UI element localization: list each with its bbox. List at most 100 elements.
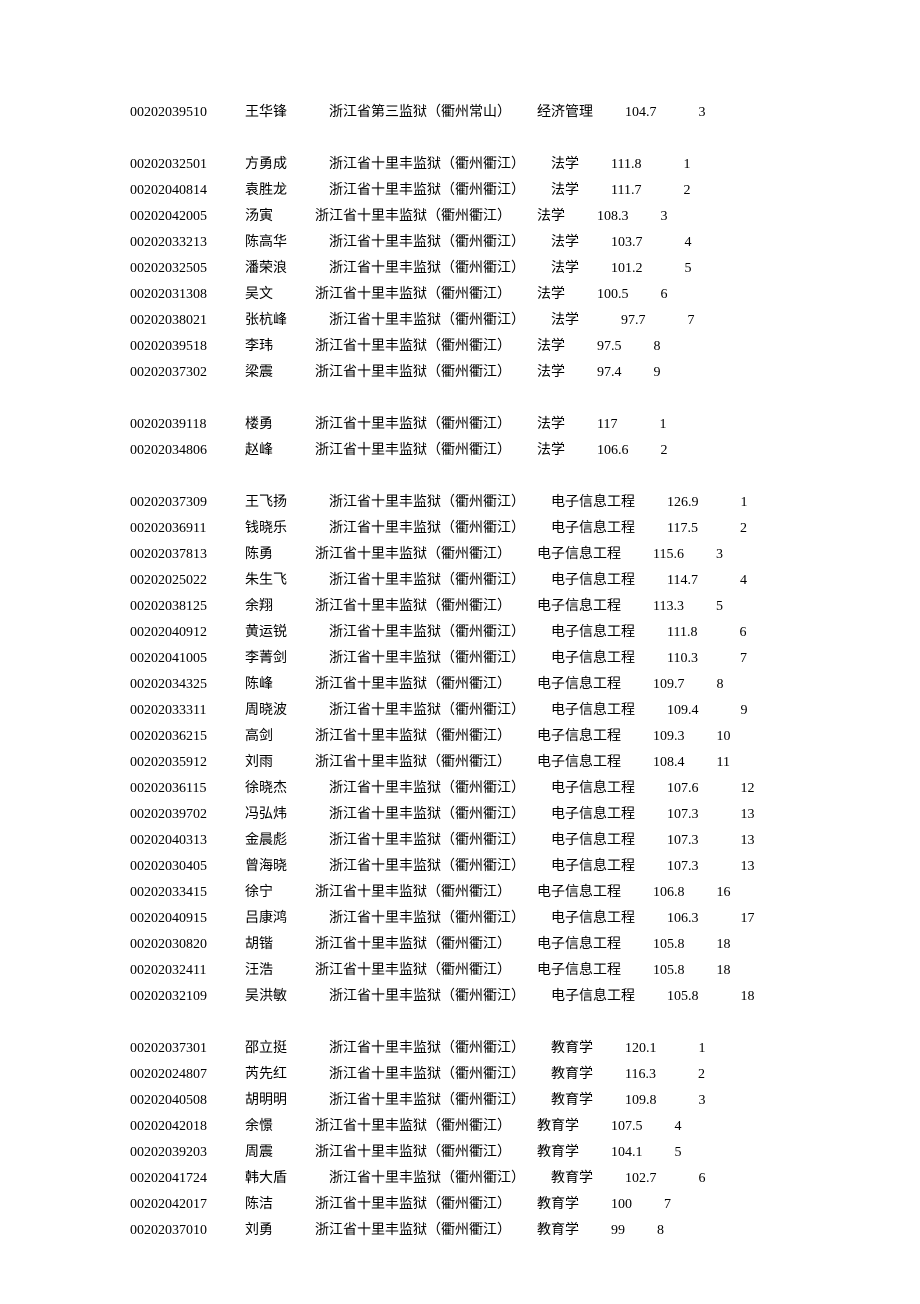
- rank: 18: [741, 989, 755, 1004]
- exam-id: 00202036115: [130, 776, 245, 802]
- rank: 5: [716, 599, 723, 614]
- score: 109.4: [667, 703, 699, 718]
- table-row: 00202039203周震浙江省十里丰监狱（衢州衢江）教育学104.15: [130, 1140, 790, 1166]
- major: 电子信息工程: [551, 703, 635, 718]
- table-row: 00202032411汪浩浙江省十里丰监狱（衢州衢江）电子信息工程105.818: [130, 958, 790, 984]
- table-row: 00202037301邵立挺浙江省十里丰监狱（衢州衢江）教育学120.11: [130, 1036, 790, 1062]
- block-separator: [130, 1010, 790, 1036]
- rank: 1: [683, 157, 690, 172]
- candidate-name: 刘雨: [245, 750, 315, 776]
- exam-id: 00202042017: [130, 1192, 245, 1218]
- candidate-name: 吴洪敏: [245, 984, 315, 1010]
- exam-id: 00202039118: [130, 412, 245, 438]
- rank: 11: [717, 755, 730, 770]
- candidate-name: 李菁剑: [245, 646, 315, 672]
- table-row: 00202033415徐宁浙江省十里丰监狱（衢州衢江）电子信息工程106.816: [130, 880, 790, 906]
- table-row: 00202035912刘雨浙江省十里丰监狱（衢州衢江）电子信息工程108.411: [130, 750, 790, 776]
- block-separator: [130, 386, 790, 412]
- table-row: 00202024807芮先红浙江省十里丰监狱（衢州衢江）教育学116.32: [130, 1062, 790, 1088]
- major: 电子信息工程: [551, 989, 635, 1004]
- unit-name: 浙江省十里丰监狱（衢州衢江）: [315, 256, 525, 282]
- major: 法学: [551, 261, 579, 276]
- unit-name: 浙江省十里丰监狱（衢州衢江）: [315, 958, 511, 984]
- table-row: 00202034806赵峰浙江省十里丰监狱（衢州衢江）法学106.62: [130, 438, 790, 464]
- rank: 4: [675, 1119, 682, 1134]
- table-row: 00202032109吴洪敏浙江省十里丰监狱（衢州衢江）电子信息工程105.81…: [130, 984, 790, 1010]
- score: 107.3: [667, 859, 699, 874]
- candidate-name: 陈高华: [245, 230, 315, 256]
- major: 教育学: [537, 1145, 579, 1160]
- unit-name: 浙江省十里丰监狱（衢州衢江）: [315, 204, 511, 230]
- score: 105.8: [653, 963, 685, 978]
- major: 电子信息工程: [537, 599, 621, 614]
- exam-id: 00202032411: [130, 958, 245, 984]
- table-row: 00202036911钱晓乐浙江省十里丰监狱（衢州衢江）电子信息工程117.52: [130, 516, 790, 542]
- unit-name: 浙江省十里丰监狱（衢州衢江）: [315, 178, 525, 204]
- tail-group: 法学108.33: [511, 204, 668, 230]
- rank: 4: [685, 235, 692, 250]
- candidate-name: 冯弘炜: [245, 802, 315, 828]
- tail-group: 法学100.56: [511, 282, 668, 308]
- candidate-name: 邵立挺: [245, 1036, 315, 1062]
- rank: 3: [699, 1093, 706, 1108]
- candidate-name: 朱生飞: [245, 568, 315, 594]
- exam-id: 00202036911: [130, 516, 245, 542]
- major: 教育学: [537, 1197, 579, 1212]
- major: 电子信息工程: [551, 521, 635, 536]
- tail-group: 法学97.49: [511, 360, 661, 386]
- exam-id: 00202040814: [130, 178, 245, 204]
- rank: 2: [661, 443, 668, 458]
- unit-name: 浙江省十里丰监狱（衢州衢江）: [315, 282, 511, 308]
- score: 110.3: [667, 651, 698, 666]
- unit-name: 浙江省十里丰监狱（衢州衢江）: [315, 1166, 525, 1192]
- exam-id: 00202030820: [130, 932, 245, 958]
- table-row: 00202031308吴文浙江省十里丰监狱（衢州衢江）法学100.56: [130, 282, 790, 308]
- candidate-name: 金晨彪: [245, 828, 315, 854]
- table-row: 00202040912黄运锐浙江省十里丰监狱（衢州衢江）电子信息工程111.86: [130, 620, 790, 646]
- rank: 1: [699, 1041, 706, 1056]
- table-row: 00202033311周晓波浙江省十里丰监狱（衢州衢江）电子信息工程109.49: [130, 698, 790, 724]
- tail-group: 经济管理104.73: [511, 100, 706, 126]
- exam-id: 00202037301: [130, 1036, 245, 1062]
- candidate-name: 余憬: [245, 1114, 315, 1140]
- rank: 13: [741, 833, 755, 848]
- table-row: 00202041724韩大盾浙江省十里丰监狱（衢州衢江）教育学102.76: [130, 1166, 790, 1192]
- score: 106.3: [667, 911, 699, 926]
- tail-group: 法学103.74: [525, 230, 692, 256]
- exam-id: 00202039203: [130, 1140, 245, 1166]
- rank: 5: [685, 261, 692, 276]
- unit-name: 浙江省十里丰监狱（衢州衢江）: [315, 698, 525, 724]
- score: 100: [611, 1197, 632, 1212]
- score: 109.8: [625, 1093, 657, 1108]
- major: 经济管理: [537, 105, 593, 120]
- exam-id: 00202039518: [130, 334, 245, 360]
- unit-name: 浙江省十里丰监狱（衢州衢江）: [315, 230, 525, 256]
- unit-name: 浙江省十里丰监狱（衢州衢江）: [315, 932, 511, 958]
- table-row: 00202036115徐晓杰浙江省十里丰监狱（衢州衢江）电子信息工程107.61…: [130, 776, 790, 802]
- table-row: 00202040508胡明明浙江省十里丰监狱（衢州衢江）教育学109.83: [130, 1088, 790, 1114]
- exam-id: 00202033415: [130, 880, 245, 906]
- tail-group: 法学111.81: [525, 152, 690, 178]
- tail-group: 电子信息工程107.313: [525, 854, 755, 880]
- table-row: 00202040313金晨彪浙江省十里丰监狱（衢州衢江）电子信息工程107.31…: [130, 828, 790, 854]
- unit-name: 浙江省十里丰监狱（衢州衢江）: [315, 802, 525, 828]
- unit-name: 浙江省十里丰监狱（衢州衢江）: [315, 594, 511, 620]
- exam-id: 00202038021: [130, 308, 245, 334]
- score: 105.8: [653, 937, 685, 952]
- exam-id: 00202040915: [130, 906, 245, 932]
- tail-group: 电子信息工程106.816: [511, 880, 731, 906]
- unit-name: 浙江省十里丰监狱（衢州衢江）: [315, 750, 511, 776]
- rank: 2: [740, 521, 747, 536]
- tail-group: 电子信息工程110.37: [525, 646, 747, 672]
- tail-group: 电子信息工程109.78: [511, 672, 724, 698]
- table-row: 00202033213陈高华浙江省十里丰监狱（衢州衢江）法学103.74: [130, 230, 790, 256]
- rank: 10: [717, 729, 731, 744]
- score: 111.8: [667, 625, 697, 640]
- table-row: 00202039702冯弘炜浙江省十里丰监狱（衢州衢江）电子信息工程107.31…: [130, 802, 790, 828]
- tail-group: 电子信息工程114.74: [525, 568, 747, 594]
- unit-name: 浙江省十里丰监狱（衢州衢江）: [315, 724, 511, 750]
- tail-group: 电子信息工程109.49: [525, 698, 748, 724]
- candidate-name: 潘荣浪: [245, 256, 315, 282]
- exam-id: 00202040912: [130, 620, 245, 646]
- table-row: 00202037309王飞扬浙江省十里丰监狱（衢州衢江）电子信息工程126.91: [130, 490, 790, 516]
